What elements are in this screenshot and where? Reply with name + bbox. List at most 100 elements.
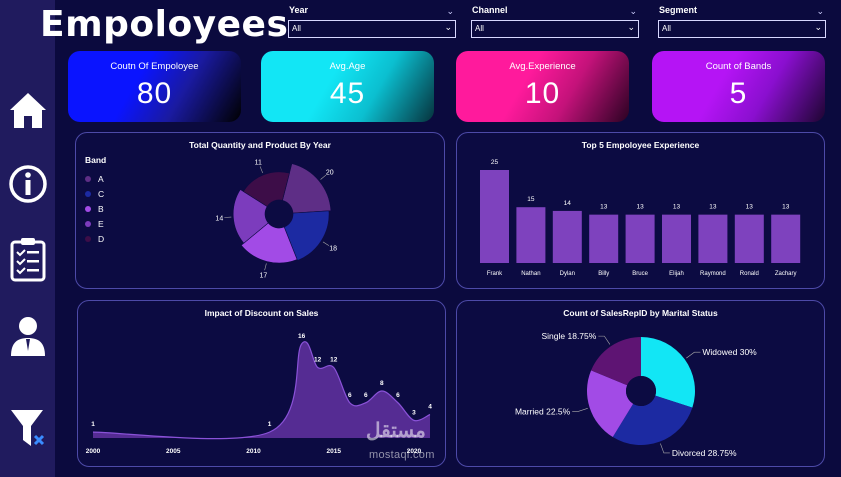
data-label: 4: [428, 404, 432, 411]
user-icon[interactable]: [4, 312, 52, 360]
data-label: 17: [260, 273, 268, 280]
filter-label: Segment: [659, 5, 698, 15]
legend-title: Band: [85, 155, 107, 165]
leader-line: [259, 166, 263, 174]
filter-value: All: [292, 24, 301, 33]
legend-item[interactable]: D: [85, 231, 106, 246]
data-label: 16: [298, 333, 306, 340]
x-tick-label: 2010: [246, 448, 261, 455]
filter-value: All: [662, 24, 671, 33]
legend-item[interactable]: E: [85, 216, 106, 231]
legend-label: C: [98, 188, 105, 199]
donut-slice: [641, 337, 695, 408]
marital-status-panel: Count of SalesRepID by Marital Status Wi…: [456, 300, 825, 467]
chart-title: Impact of Discount on Sales: [204, 308, 319, 318]
data-label: 6: [364, 392, 368, 399]
kpi-label: Avg.Age: [329, 61, 366, 72]
leader-line: [264, 263, 267, 271]
dropdown-arrow-icon[interactable]: ⌄: [814, 22, 822, 32]
bar: [480, 170, 509, 263]
kpi-card-employee-count: Coutn Of Empoloyee 80: [68, 51, 241, 122]
bar: [771, 214, 801, 263]
bar: [625, 214, 655, 263]
leader-line: [572, 408, 588, 412]
leader-line: [320, 174, 327, 180]
channel-select[interactable]: All ⌄: [471, 20, 639, 38]
filter-clear-icon[interactable]: [4, 404, 52, 452]
bar: [516, 207, 546, 263]
chevron-down-icon[interactable]: ⌄: [816, 6, 824, 16]
legend-item[interactable]: C: [85, 186, 106, 201]
bar: [662, 214, 691, 263]
data-label: 12: [330, 357, 338, 364]
x-tick-label: Ronald: [740, 271, 759, 277]
data-label: 13: [673, 204, 681, 211]
data-label: 25: [491, 159, 499, 166]
x-tick-label: 2005: [166, 448, 181, 455]
leader-line: [322, 241, 330, 246]
data-label: 20: [326, 169, 334, 176]
donut-chart: Widowed 30% Divorced 28.75% Married 22.5% S…: [515, 331, 757, 458]
x-tick-label: Bruce: [632, 271, 648, 277]
data-label: 13: [636, 204, 644, 211]
data-label: 14: [564, 200, 572, 207]
dropdown-arrow-icon[interactable]: ⌄: [444, 22, 452, 32]
bar: [698, 214, 728, 263]
segment-filter[interactable]: Segment ⌄ All ⌄: [658, 2, 826, 38]
donut-slice: [587, 370, 634, 438]
legend-label: B: [98, 203, 104, 214]
kpi-card-avg-age: Avg.Age 45: [261, 51, 434, 122]
info-icon[interactable]: [4, 160, 52, 208]
legend-item[interactable]: B: [85, 201, 106, 216]
data-label: 13: [782, 204, 790, 211]
bar: [552, 210, 582, 263]
rose-donut-chart: 20 18 17 14 11: [215, 159, 337, 280]
segment-select[interactable]: All ⌄: [658, 20, 826, 38]
leader-line: [598, 335, 611, 345]
watermark-logo: مستقل: [366, 420, 426, 442]
home-icon[interactable]: [4, 86, 52, 134]
data-label: 1: [268, 421, 272, 428]
kpi-label: Avg.Experience: [509, 61, 576, 72]
kpi-label: Coutn Of Empoloyee: [110, 61, 199, 72]
donut-slice: [591, 337, 641, 386]
chart-title: Count of SalesRepID by Marital Status: [563, 308, 718, 318]
kpi-card-avg-experience: Avg.Experience 10: [456, 51, 629, 122]
chevron-down-icon[interactable]: ⌄: [629, 6, 637, 16]
year-select[interactable]: All ⌄: [288, 20, 456, 38]
data-label: Single 18.75%: [542, 331, 597, 341]
data-label: 6: [348, 392, 352, 399]
chevron-down-icon[interactable]: ⌄: [446, 6, 454, 16]
legend-item[interactable]: A: [85, 171, 106, 186]
kpi-value: 10: [524, 77, 561, 110]
area-chart: 1 1 16 12 12 6 6 8 6 3 4 2000 2005 2010 2015 2020: [86, 333, 432, 455]
x-tick-label: Raymond: [700, 271, 726, 277]
channel-filter[interactable]: Channel ⌄ All ⌄: [471, 2, 639, 38]
legend-swatch: [85, 205, 91, 212]
leader-line: [686, 351, 701, 359]
legend-swatch: [85, 190, 91, 197]
legend-swatch: [85, 235, 91, 242]
bar: [734, 214, 764, 263]
leader-line: [660, 443, 670, 454]
donut-hole: [265, 200, 293, 228]
legend-label: D: [98, 233, 105, 244]
kpi-value: 5: [729, 77, 748, 110]
legend-label: A: [98, 173, 104, 184]
data-label: 6: [396, 392, 400, 399]
chart-title: Top 5 Empoloyee Experience: [581, 140, 700, 150]
area-line: [92, 341, 431, 440]
data-label: 15: [527, 196, 535, 203]
filter-label: Channel: [472, 5, 508, 15]
clipboard-checklist-icon[interactable]: [4, 236, 52, 284]
x-tick-label: Zachary: [775, 271, 797, 277]
kpi-card-band-count: Count of Bands 5: [652, 51, 825, 122]
bar: [589, 214, 619, 263]
x-tick-label: Billy: [598, 271, 609, 277]
watermark-url: mostaql.com: [369, 449, 435, 461]
year-filter[interactable]: Year ⌄ All ⌄: [288, 2, 456, 38]
dropdown-arrow-icon[interactable]: ⌄: [627, 22, 635, 32]
data-label: 3: [412, 409, 416, 416]
sidebar: [0, 0, 55, 477]
